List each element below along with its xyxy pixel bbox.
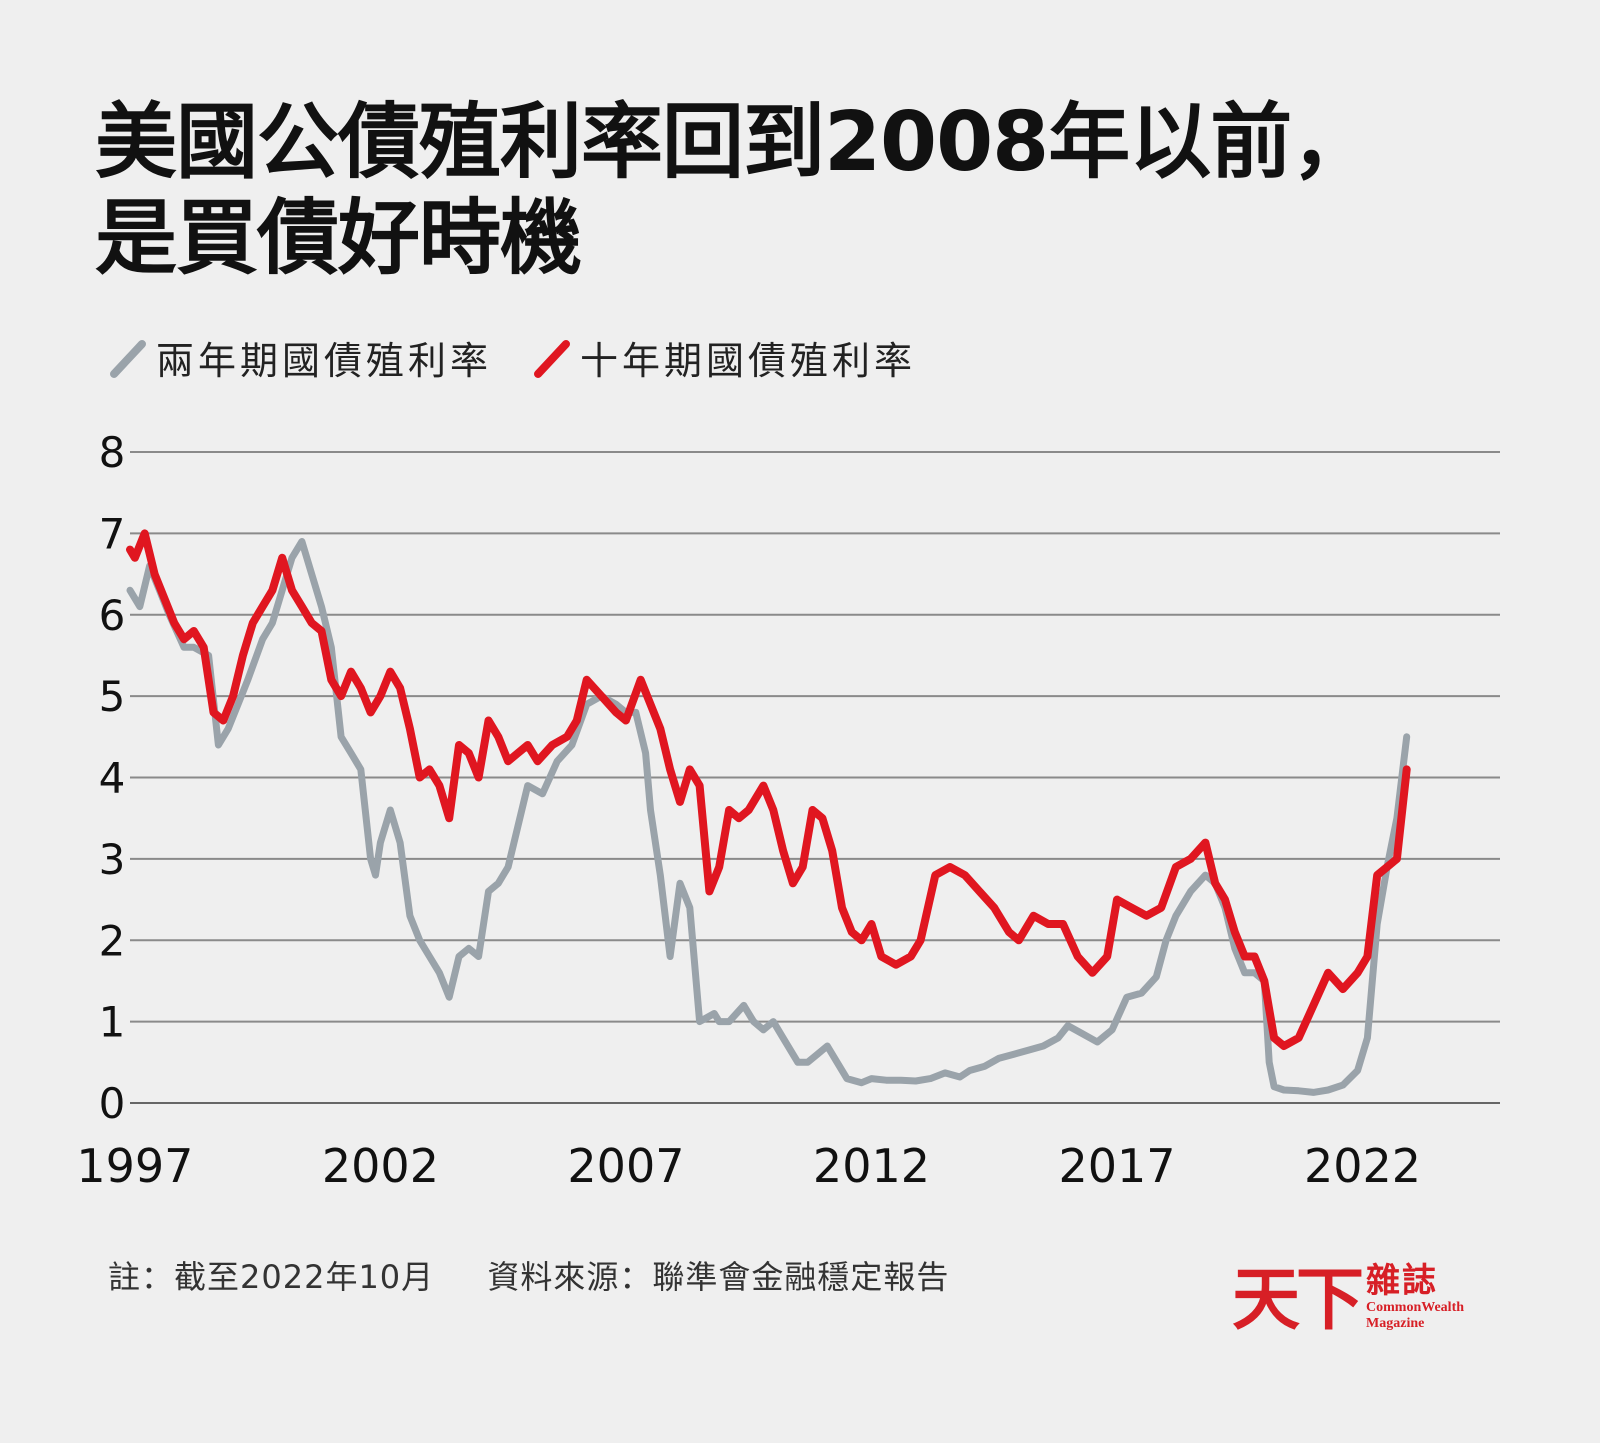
chart-title-line2: 是買債好時機 [95, 191, 582, 286]
x-tick-label-2022: 2022 [1304, 1139, 1421, 1193]
y-tick-label-2: 2 [99, 916, 126, 965]
footnote: 註：截至2022年10月 資料來源：聯準會金融穩定報告 [108, 1252, 991, 1298]
legend-label-10yr: 十年期國債殖利率 [580, 339, 917, 383]
logo-main-text: 天下 [1232, 1260, 1364, 1340]
legend-label-2yr: 兩年期國債殖利率 [156, 339, 493, 383]
legend-item-2yr: 兩年期國債殖利率 [108, 330, 492, 385]
y-tick-label-6: 6 [99, 591, 126, 640]
series-line-2yr [126, 538, 1411, 1096]
x-tick-label-2017: 2017 [1058, 1139, 1175, 1193]
chart-title-line1: 美國公債殖利率回到2008年以前， [95, 95, 1373, 190]
legend-swatch-10yr-icon [534, 339, 571, 378]
legend-swatch-2yr-icon [110, 339, 146, 378]
legend: 兩年期國債殖利率 十年期國債殖利率 [108, 330, 956, 385]
y-tick-label-8: 8 [99, 428, 126, 477]
y-tick-label-1: 1 [99, 998, 126, 1047]
series-lines [126, 529, 1411, 1096]
x-tick-label-2002: 2002 [322, 1139, 439, 1193]
logo-cn-text: 雜誌 [1366, 1261, 1439, 1301]
footnote-source: 資料來源：聯準會金融穩定報告 [487, 1258, 950, 1296]
logo-en-line1: CommonWealth [1366, 1300, 1465, 1315]
x-axis-ticks: 1997 2002 2007 2012 2017 2022 [76, 1139, 1421, 1193]
y-tick-label-0: 0 [99, 1079, 126, 1128]
legend-item-10yr: 十年期國債殖利率 [532, 330, 916, 385]
y-tick-label-4: 4 [99, 754, 126, 803]
y-axis-ticks: 0 1 2 3 4 5 6 7 8 [99, 428, 126, 1128]
chart-title: 美國公債殖利率回到2008年以前， 是買債好時機 [95, 95, 1373, 287]
logo-side: 雜誌 CommonWealth Magazine [1366, 1262, 1464, 1332]
y-tick-label-5: 5 [99, 672, 126, 721]
x-tick-label-2007: 2007 [567, 1139, 684, 1193]
y-tick-label-3: 3 [99, 835, 126, 884]
commonwealth-logo: 天下 雜誌 CommonWealth Magazine [1232, 1262, 1464, 1338]
footnote-cutoff: 註：截至2022年10月 [108, 1258, 435, 1296]
x-tick-label-1997: 1997 [76, 1139, 193, 1193]
y-tick-label-7: 7 [99, 509, 126, 558]
logo-en-line2: Magazine [1366, 1316, 1425, 1331]
x-tick-label-2012: 2012 [813, 1139, 930, 1193]
series-line-10yr [126, 529, 1411, 1050]
grid-lines [130, 451, 1500, 1104]
